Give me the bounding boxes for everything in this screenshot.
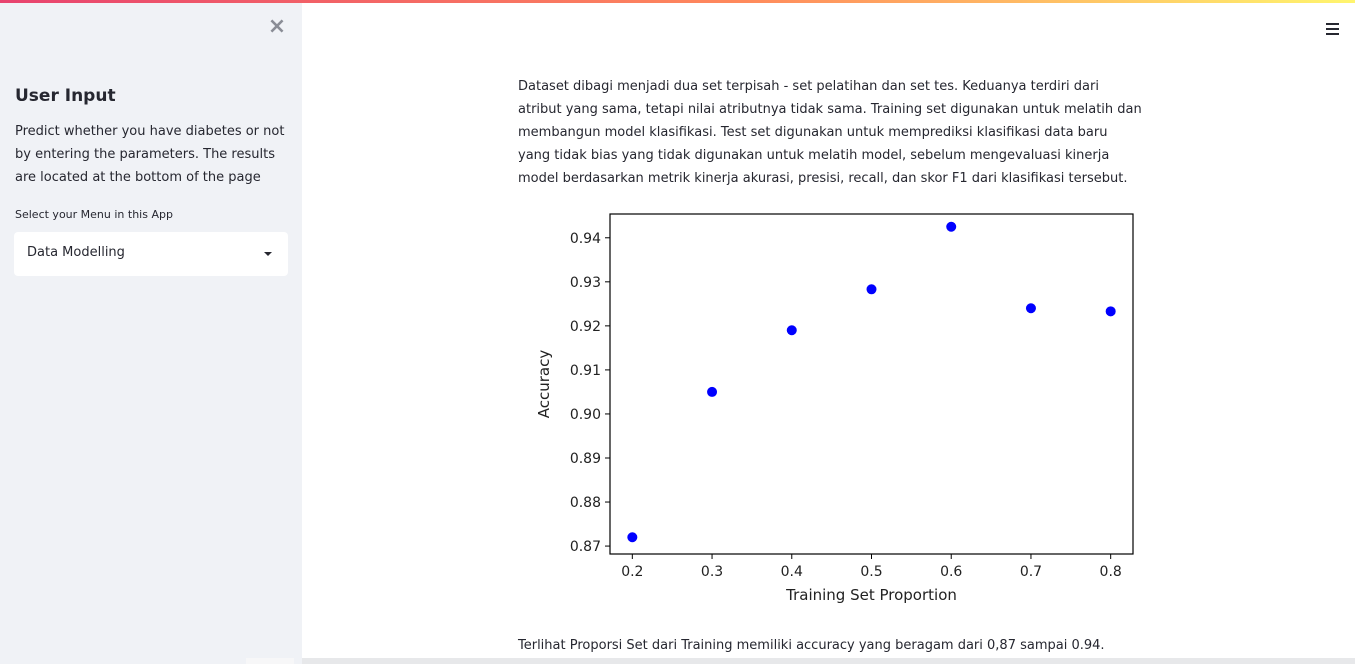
menu-select-label: Select your Menu in this App <box>15 208 173 221</box>
x-axis-label: Training Set Proportion <box>785 586 957 604</box>
scrollbar-thumb[interactable] <box>246 658 294 664</box>
data-point <box>627 532 638 543</box>
top-decoration-bar <box>0 0 1355 3</box>
x-tick-label: 0.4 <box>781 564 803 580</box>
hamburger-menu-icon[interactable] <box>1323 18 1343 38</box>
x-tick-label: 0.5 <box>860 564 882 580</box>
y-tick-label: 0.90 <box>570 407 601 423</box>
menu-select[interactable]: Data Modelling <box>14 232 288 276</box>
accuracy-chart: 0.2 0.3 0.4 0.5 0.6 0.7 0.8 0.87 0.88 0.89 0.90 0.9… <box>535 204 1146 614</box>
x-tick-label: 0.2 <box>621 564 643 580</box>
horizontal-scrollbar[interactable] <box>302 658 1355 664</box>
y-axis-label: Accuracy <box>536 350 553 419</box>
sidebar-title: User Input <box>15 86 116 106</box>
sidebar: × User Input Predict whether you have di… <box>0 0 302 664</box>
chart-svg: 0.2 0.3 0.4 0.5 0.6 0.7 0.8 0.87 0.88 0.89 0.90 0.9… <box>535 213 1134 604</box>
y-tick-label: 0.87 <box>570 539 601 555</box>
data-point <box>1025 303 1036 314</box>
x-tick-label: 0.8 <box>1100 564 1122 580</box>
close-icon[interactable]: × <box>267 14 287 39</box>
x-tick-label: 0.3 <box>701 564 723 580</box>
sidebar-description: Predict whether you have diabetes or not… <box>15 124 285 185</box>
y-tick-label: 0.91 <box>570 363 601 379</box>
menu-select-value: Data Modelling <box>27 245 125 260</box>
data-point <box>1105 306 1116 317</box>
data-point <box>866 284 877 295</box>
description-paragraph: Dataset dibagi menjadi dua set terpisah … <box>518 79 1142 186</box>
data-point <box>946 221 957 232</box>
plot-frame <box>609 213 1134 555</box>
x-tick-label: 0.6 <box>940 564 962 580</box>
conclusion-paragraph: Terlihat Proporsi Set dari Training memi… <box>518 638 1105 653</box>
data-point <box>786 325 797 336</box>
y-tick-label: 0.88 <box>570 495 601 511</box>
y-tick-label: 0.89 <box>570 451 601 467</box>
y-tick-label: 0.93 <box>570 275 601 291</box>
x-tick-label: 0.7 <box>1020 564 1042 580</box>
y-tick-label: 0.92 <box>570 319 601 335</box>
y-tick-label: 0.94 <box>570 231 601 247</box>
caret-down-icon <box>264 252 272 256</box>
data-point <box>707 386 718 397</box>
